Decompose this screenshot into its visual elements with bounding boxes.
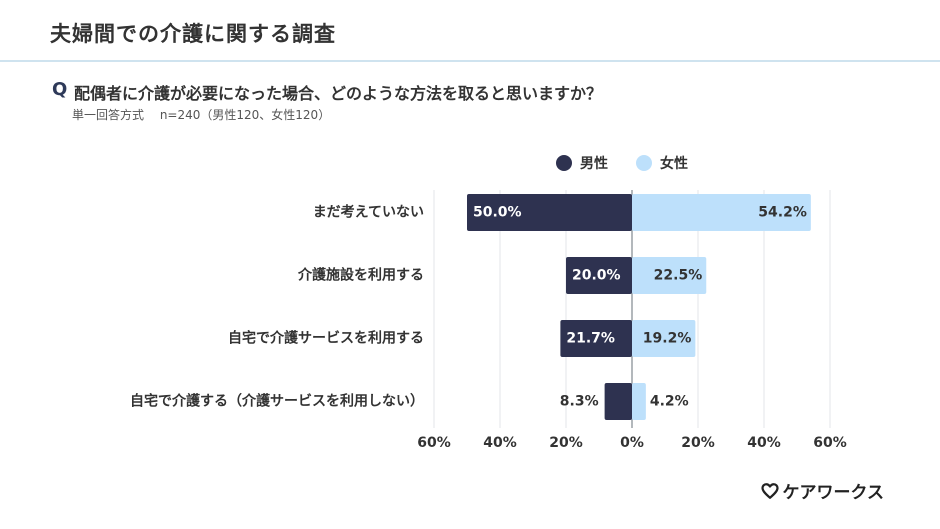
bar-female bbox=[632, 194, 811, 231]
bar-male bbox=[566, 257, 632, 294]
title-divider bbox=[0, 60, 940, 62]
category-label: まだ考えていない bbox=[313, 204, 424, 221]
x-tick-label: 0% bbox=[620, 435, 644, 451]
survey-meta: 単一回答方式 n=240（男性120、女性120） bbox=[72, 108, 331, 122]
bar-female bbox=[632, 383, 646, 420]
brand-logo: ケアワークス bbox=[760, 478, 885, 503]
legend-label-female: 女性 bbox=[660, 156, 688, 172]
x-tick-label: 20% bbox=[681, 435, 715, 451]
question-prefix: Q bbox=[52, 79, 68, 100]
brand-name: ケアワークス bbox=[782, 483, 885, 503]
legend-item-female: 女性 bbox=[636, 153, 688, 173]
category-label: 自宅で介護サービスを利用する bbox=[228, 330, 424, 347]
x-tick-label: 60% bbox=[417, 435, 451, 451]
page-title: 夫婦間での介護に関する調査 bbox=[50, 22, 336, 46]
legend-label-male: 男性 bbox=[580, 156, 608, 172]
legend-dot-female bbox=[636, 155, 652, 171]
heart-icon bbox=[760, 482, 779, 499]
bar-male bbox=[604, 383, 632, 420]
bar-female bbox=[632, 257, 707, 294]
bar-male bbox=[560, 320, 632, 357]
data-label-female: 54.2% bbox=[758, 205, 807, 221]
bar-female bbox=[632, 320, 696, 357]
x-tick-label: 20% bbox=[549, 435, 583, 451]
data-label-female: 4.2% bbox=[650, 394, 689, 410]
bar-male bbox=[467, 194, 632, 231]
x-tick-label: 40% bbox=[483, 435, 517, 451]
data-label-male: 21.7% bbox=[566, 331, 615, 347]
x-tick-label: 40% bbox=[747, 435, 781, 451]
question-text: 配偶者に介護が必要になった場合、どのような方法を取ると思いますか？ bbox=[74, 84, 603, 103]
category-label: 自宅で介護する（介護サービスを利用しない） bbox=[130, 393, 424, 410]
data-label-male: 20.0% bbox=[572, 268, 621, 284]
data-label-male: 8.3% bbox=[560, 394, 599, 410]
chart-legend: 男性 女性 bbox=[556, 153, 716, 173]
legend-dot-male bbox=[556, 155, 572, 171]
x-tick-label: 60% bbox=[813, 435, 847, 451]
data-label-male: 50.0% bbox=[473, 205, 522, 221]
data-label-female: 22.5% bbox=[654, 268, 703, 284]
legend-item-male: 男性 bbox=[556, 153, 608, 173]
data-label-female: 19.2% bbox=[643, 331, 692, 347]
category-label: 介護施設を利用する bbox=[297, 267, 424, 284]
